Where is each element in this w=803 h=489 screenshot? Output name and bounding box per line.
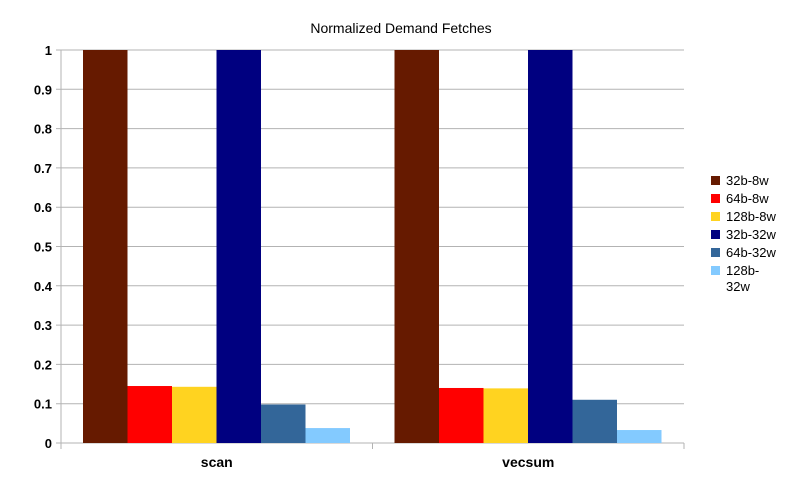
y-tick-label: 0.4 [34, 279, 53, 294]
bar-64b-8w-vecsum [439, 387, 484, 443]
bar-32b-8w-vecsum [394, 50, 439, 443]
bar-64b-8w-scan [127, 386, 172, 443]
bar-32b-8w-scan [83, 50, 128, 443]
y-tick-label: 1 [45, 43, 52, 58]
x-tick-label-vecsum: vecsum [502, 454, 554, 470]
y-tick-label: 0.7 [34, 161, 52, 176]
legend-swatch-32b-32w [711, 230, 720, 239]
legend-swatch-32b-8w [711, 176, 720, 185]
bar-128b-32w-scan [305, 428, 350, 443]
legend-label-64b-8w: 64b-8w [726, 191, 769, 206]
legend-swatch-128b-32w [711, 266, 720, 275]
legend-swatch-64b-32w [711, 248, 720, 257]
bar-128b-8w-vecsum [483, 388, 528, 443]
y-tick-label: 0.3 [34, 318, 52, 333]
bar-128b-8w-scan [172, 386, 217, 443]
legend-label-32b-32w: 32b-32w [726, 227, 776, 242]
y-tick-label: 0.9 [34, 82, 52, 97]
bars [83, 50, 662, 443]
legend-swatch-128b-8w [711, 212, 720, 221]
bar-32b-32w-scan [216, 50, 261, 443]
bar-64b-32w-scan [261, 404, 306, 443]
legend: 32b-8w 64b-8w 128b-8w 32b-32w 64b-32w 128b-32… [711, 173, 776, 294]
bar-32b-32w-vecsum [528, 50, 573, 443]
y-tick-label: 0.6 [34, 200, 52, 215]
chart-title: Normalized Demand Fetches [310, 20, 491, 36]
y-tick-label: 0.1 [34, 397, 52, 412]
x-tick-label-scan: scan [201, 454, 233, 470]
y-tick-label: 0.2 [34, 357, 52, 372]
x-axis-tick-labels: scan vecsum [201, 454, 555, 470]
legend-label-128b-32w: 32w [726, 279, 750, 294]
bar-64b-32w-vecsum [572, 399, 617, 443]
y-tick-label: 0 [45, 436, 52, 451]
legend-label-128b-8w: 128b-8w [726, 209, 776, 224]
bar-128b-32w-vecsum [617, 430, 662, 443]
y-tick-label: 0.5 [34, 240, 52, 255]
legend-label-32b-8w: 32b-8w [726, 173, 769, 188]
legend-label-64b-32w: 64b-32w [726, 245, 776, 260]
legend-swatch-64b-8w [711, 194, 720, 203]
legend-label-128b-32w: 128b- [726, 263, 759, 278]
y-axis-tick-labels: 0 0.1 0.2 0.3 0.4 0.5 0.6 0.7 0.8 0.9 1 [34, 43, 53, 451]
y-tick-label: 0.8 [34, 122, 52, 137]
